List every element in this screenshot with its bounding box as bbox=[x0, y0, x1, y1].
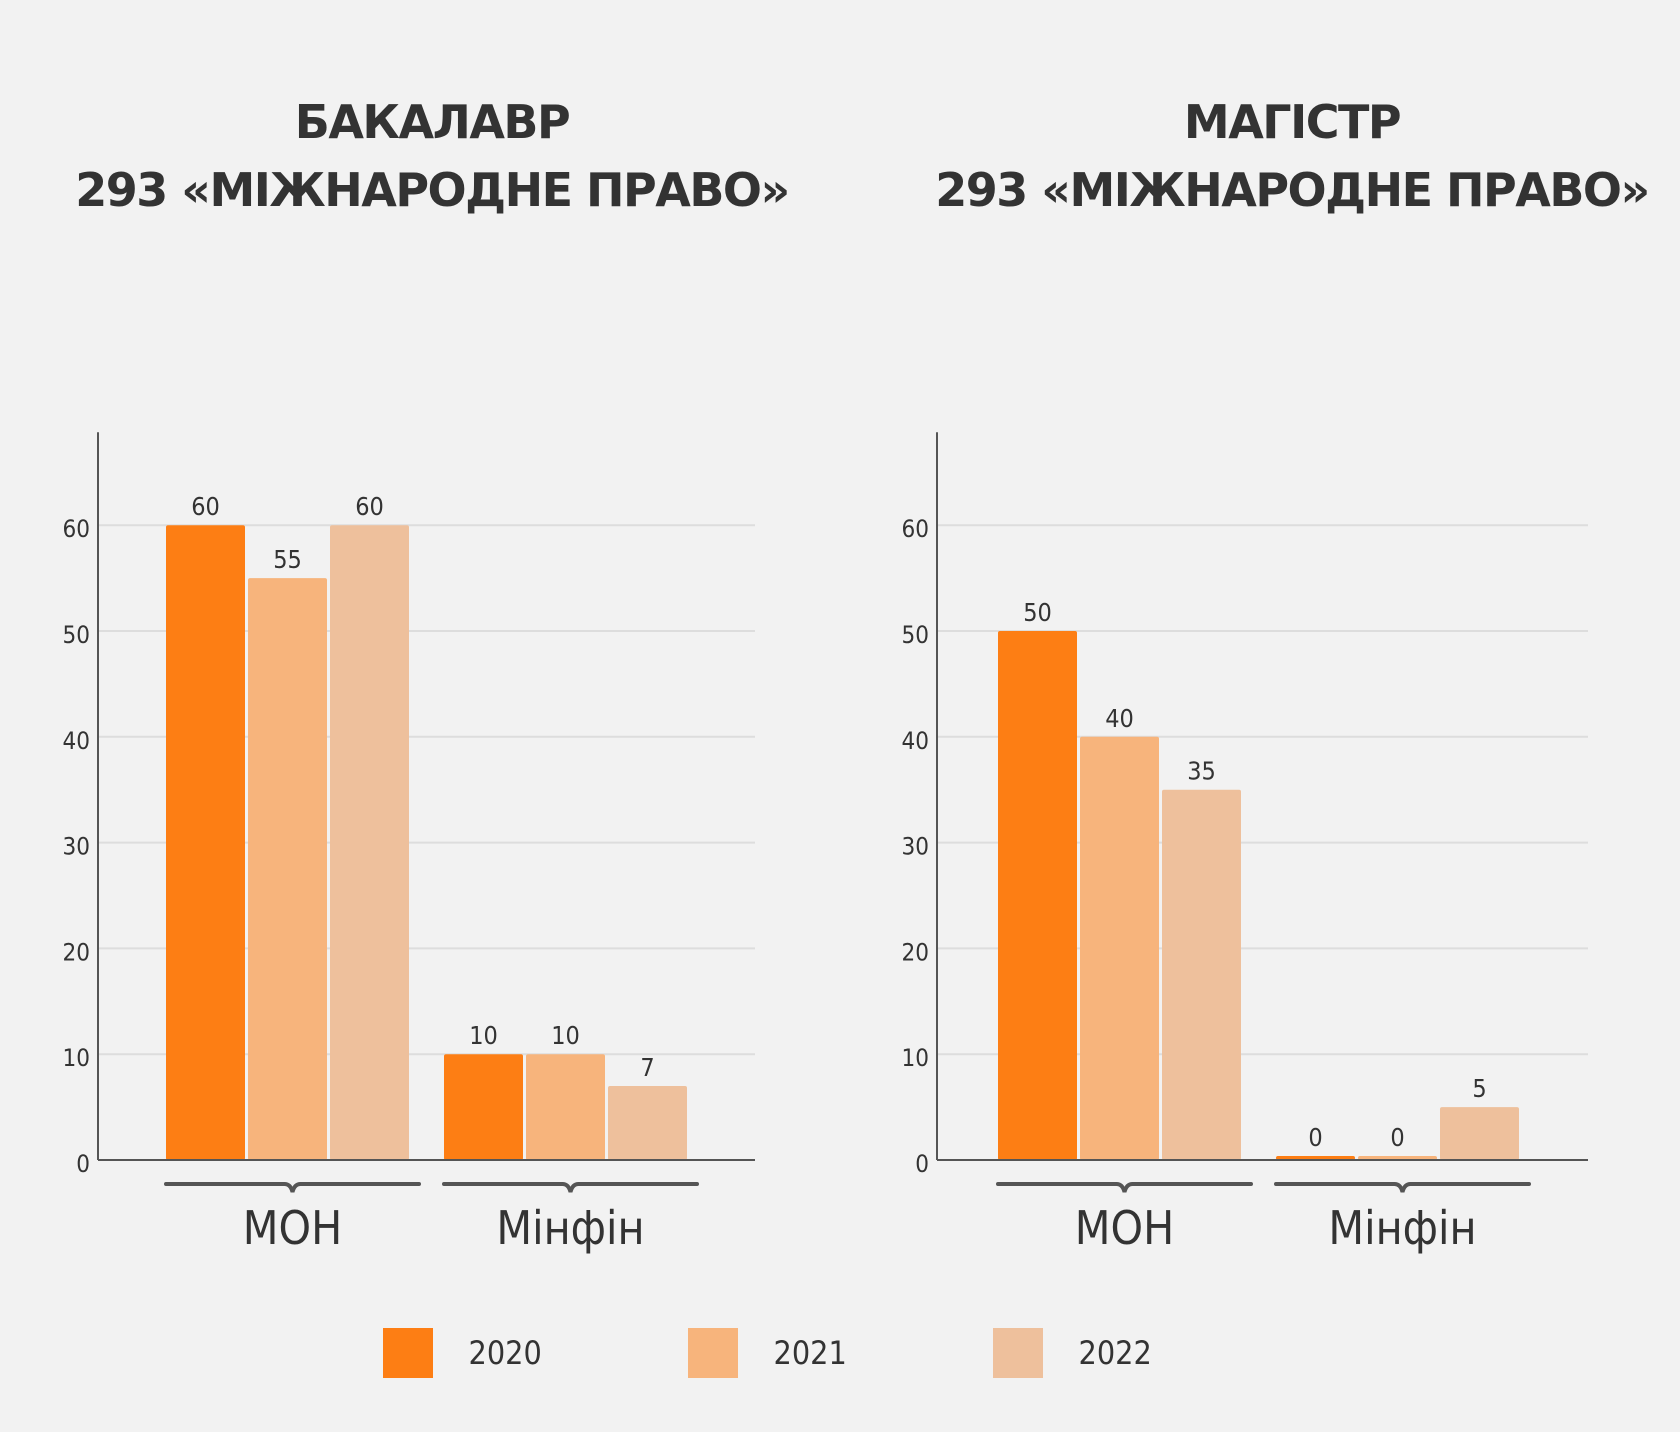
chart-title-line-2: 293 «МІЖНАРОДНЕ ПРАВО» bbox=[935, 163, 1650, 217]
category-brace bbox=[1274, 1182, 1531, 1193]
legend-item-2021: 2021 bbox=[687, 1328, 993, 1378]
data-label: 55 bbox=[273, 545, 302, 574]
category-label: МОН bbox=[1075, 1201, 1174, 1255]
bar-2021-1 bbox=[526, 1054, 605, 1160]
data-label: 40 bbox=[1105, 704, 1134, 733]
y-tick-label: 30 bbox=[63, 833, 90, 861]
legend-label: 2021 bbox=[773, 1334, 847, 1372]
bar-2021-0 bbox=[248, 578, 327, 1160]
bar-2020-0 bbox=[166, 525, 245, 1160]
category-label: Мінфін bbox=[496, 1201, 644, 1255]
y-tick-label: 30 bbox=[902, 833, 929, 861]
data-label: 0 bbox=[1390, 1123, 1404, 1152]
y-tick-label: 10 bbox=[902, 1044, 929, 1072]
data-label: 0 bbox=[1308, 1123, 1322, 1152]
y-tick-label: 20 bbox=[63, 938, 90, 966]
data-label: 50 bbox=[1023, 598, 1052, 627]
chart-title-line-1: МАГІСТР bbox=[1183, 95, 1402, 149]
y-tick-label: 10 bbox=[63, 1044, 90, 1072]
category-brace bbox=[164, 1182, 421, 1193]
data-label: 10 bbox=[469, 1021, 498, 1050]
category-brace bbox=[996, 1182, 1253, 1193]
legend-label: 2020 bbox=[468, 1334, 542, 1372]
y-tick-label: 50 bbox=[63, 621, 90, 649]
category-brace bbox=[442, 1182, 699, 1193]
chart-title-bachelor: БАКАЛАВР 293 «МІЖНАРОДНЕ ПРАВО» bbox=[72, 88, 792, 224]
category-label: Мінфін bbox=[1328, 1201, 1476, 1255]
data-label: 10 bbox=[551, 1021, 580, 1050]
legend: 2020 2021 2022 bbox=[0, 1328, 1680, 1378]
bar-2022-0 bbox=[330, 525, 409, 1160]
y-tick-label: 50 bbox=[902, 621, 929, 649]
bar-2021-0 bbox=[1080, 736, 1159, 1160]
bar-2022-1 bbox=[608, 1085, 687, 1160]
bar-2020-1 bbox=[444, 1054, 523, 1160]
legend-swatch bbox=[992, 1328, 1043, 1378]
legend-item-2020: 2020 bbox=[382, 1328, 688, 1378]
bar-2022-1 bbox=[1440, 1107, 1519, 1160]
bar-2020-0 bbox=[998, 631, 1077, 1160]
y-tick-label: 40 bbox=[63, 727, 90, 755]
chart-1: 0 10 20 30 40 50 60 50 40 35 МОН 0 0 5 Мінфін bbox=[902, 432, 1588, 1255]
chart-title-master: МАГІСТР 293 «МІЖНАРОДНЕ ПРАВО» bbox=[932, 88, 1652, 224]
chart-title-line-1: БАКАЛАВР bbox=[294, 95, 571, 149]
y-tick-label: 0 bbox=[915, 1150, 929, 1178]
data-label: 7 bbox=[640, 1053, 654, 1082]
y-tick-label: 60 bbox=[63, 515, 90, 543]
category-label: МОН bbox=[243, 1201, 342, 1255]
y-tick-label: 40 bbox=[902, 727, 929, 755]
bar-2022-0 bbox=[1162, 789, 1241, 1160]
y-tick-label: 20 bbox=[902, 938, 929, 966]
y-tick-label: 0 bbox=[76, 1150, 90, 1178]
y-tick-label: 60 bbox=[902, 515, 929, 543]
legend-swatch bbox=[687, 1328, 738, 1378]
legend-item-2022: 2022 bbox=[992, 1328, 1298, 1378]
legend-label: 2022 bbox=[1078, 1334, 1152, 1372]
data-label: 60 bbox=[191, 492, 220, 521]
data-label: 5 bbox=[1472, 1074, 1486, 1103]
legend-swatch bbox=[382, 1328, 433, 1378]
chart-0: 0 10 20 30 40 50 60 60 55 60 МОН 10 10 7 Мінфін bbox=[63, 432, 755, 1255]
chart-title-line-2: 293 «МІЖНАРОДНЕ ПРАВО» bbox=[75, 163, 790, 217]
data-label: 35 bbox=[1187, 757, 1216, 786]
data-label: 60 bbox=[355, 492, 384, 521]
